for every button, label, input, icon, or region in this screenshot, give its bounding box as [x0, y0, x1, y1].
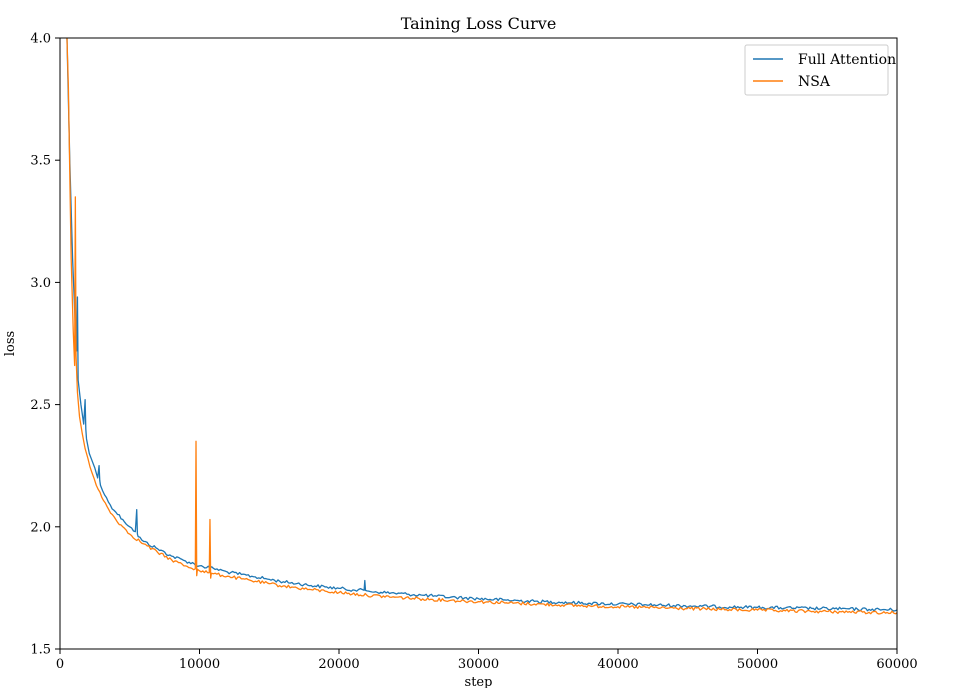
legend-box — [744, 44, 889, 96]
x-axis-label: step — [465, 675, 493, 688]
y-tick-label: 4.0 — [30, 32, 51, 47]
x-tick-label: 0 — [56, 657, 64, 672]
x-tick-label: 10000 — [179, 657, 220, 672]
y-tick-label: 3.0 — [30, 276, 51, 291]
legend-label: Full Attention — [798, 52, 896, 68]
x-tick-label: 20000 — [318, 657, 359, 672]
y-tick-label: 2.5 — [30, 398, 51, 413]
y-tick-label: 1.5 — [30, 643, 51, 658]
series-layer — [66, 38, 897, 615]
x-tick-label: 30000 — [458, 657, 499, 672]
legend-label: NSA — [798, 74, 831, 90]
plot-frame — [59, 37, 898, 650]
x-tick-label: 50000 — [737, 657, 778, 672]
x-tick-label: 60000 — [876, 657, 917, 672]
x-tick-label: 40000 — [597, 657, 638, 672]
legend: Full Attention NSA — [744, 44, 896, 96]
series-line-1 — [66, 38, 897, 615]
y-axis-label: loss — [3, 331, 18, 356]
series-line-0 — [66, 38, 897, 612]
x-axis-ticks: 0 10000 20000 30000 40000 50000 60000 — [56, 649, 918, 672]
y-tick-label: 2.0 — [30, 520, 51, 535]
y-tick-label: 3.5 — [30, 154, 51, 169]
chart-title: Taining Loss Curve — [401, 14, 557, 33]
y-axis-ticks: 1.5 2.0 2.5 3.0 3.5 4.0 — [30, 32, 60, 658]
